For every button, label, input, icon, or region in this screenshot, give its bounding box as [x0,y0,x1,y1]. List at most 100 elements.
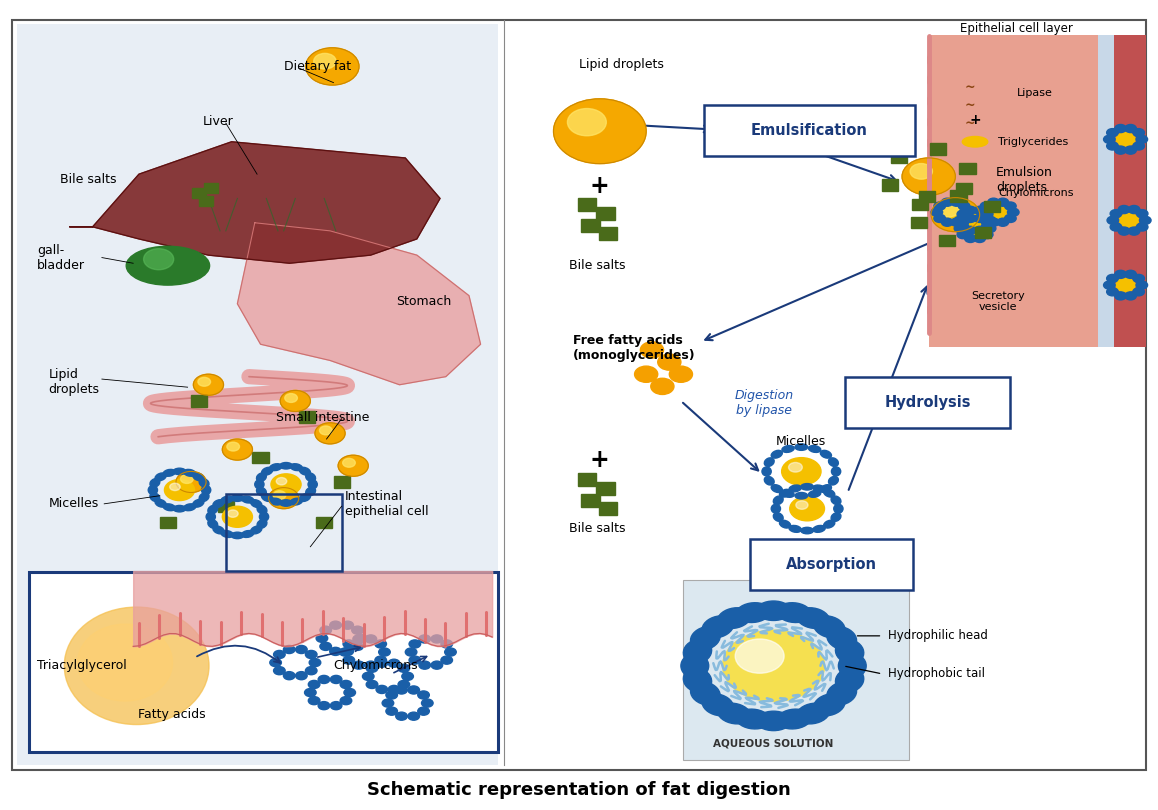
Circle shape [318,684,342,701]
Bar [955,183,972,194]
Circle shape [931,208,943,216]
Circle shape [1005,215,1017,223]
Circle shape [910,164,932,179]
Ellipse shape [820,484,831,492]
Circle shape [1107,129,1119,137]
Circle shape [957,231,968,239]
Ellipse shape [149,492,160,501]
Ellipse shape [256,487,266,496]
Bar [596,482,615,495]
Ellipse shape [736,709,770,729]
Ellipse shape [736,603,770,623]
Circle shape [342,621,353,629]
Circle shape [408,712,419,720]
Circle shape [222,439,252,460]
Ellipse shape [681,654,709,678]
Ellipse shape [808,446,821,453]
Ellipse shape [213,526,225,534]
Ellipse shape [270,463,283,471]
Circle shape [382,699,394,707]
Ellipse shape [290,463,302,471]
Ellipse shape [831,513,841,522]
Text: Liver: Liver [203,115,234,128]
Ellipse shape [764,476,775,485]
Circle shape [959,215,970,223]
Circle shape [1133,275,1144,283]
Text: Free fatty acids
(monoglycerides): Free fatty acids (monoglycerides) [573,335,696,362]
Circle shape [285,394,298,403]
Ellipse shape [163,504,176,511]
Circle shape [330,701,342,710]
Ellipse shape [789,526,801,532]
Ellipse shape [779,489,791,497]
Text: Lipase: Lipase [1017,88,1053,98]
Circle shape [193,374,223,395]
Circle shape [362,672,374,680]
Circle shape [396,695,419,711]
Circle shape [222,506,252,527]
Ellipse shape [256,473,266,482]
Circle shape [1133,129,1144,137]
Circle shape [431,635,442,643]
Circle shape [933,202,945,210]
Ellipse shape [155,473,167,481]
Circle shape [789,463,802,472]
Bar [334,476,350,488]
Ellipse shape [250,500,262,508]
Circle shape [997,218,1009,226]
Circle shape [376,685,388,693]
Text: AQUEOUS SOLUTION: AQUEOUS SOLUTION [713,739,834,748]
Ellipse shape [257,519,267,528]
Ellipse shape [221,496,234,503]
Circle shape [957,210,968,218]
Circle shape [320,626,331,634]
Circle shape [933,215,945,223]
Circle shape [1124,292,1136,300]
Text: Secretory
vesicle: Secretory vesicle [972,291,1025,312]
Ellipse shape [683,668,712,692]
Ellipse shape [831,467,841,476]
FancyBboxPatch shape [704,105,915,156]
Bar [975,227,991,238]
Circle shape [338,455,368,476]
Circle shape [340,697,352,705]
Bar [316,517,332,528]
Circle shape [977,208,989,216]
Circle shape [396,686,408,694]
Circle shape [441,656,453,664]
Bar [984,201,1001,212]
Bar [299,411,315,423]
Bar [192,188,206,198]
Circle shape [1128,206,1139,214]
Text: Emulsion
droplets: Emulsion droplets [996,166,1053,194]
Circle shape [388,685,400,693]
Ellipse shape [280,500,292,506]
FancyBboxPatch shape [29,572,498,752]
Circle shape [982,218,994,226]
Bar [910,217,926,228]
Polygon shape [237,223,481,385]
Circle shape [941,198,953,207]
Circle shape [796,501,808,509]
Circle shape [375,640,387,648]
Circle shape [938,202,959,217]
Text: Schematic representation of fat digestion: Schematic representation of fat digestio… [367,781,791,799]
Circle shape [723,630,824,701]
Circle shape [954,216,966,224]
Ellipse shape [257,505,267,514]
Circle shape [314,53,336,69]
Ellipse shape [221,531,234,538]
Circle shape [1107,288,1119,296]
Circle shape [366,680,378,688]
Ellipse shape [230,532,243,539]
Ellipse shape [835,668,864,692]
Ellipse shape [241,496,254,503]
Ellipse shape [299,493,310,501]
Ellipse shape [126,246,210,285]
Circle shape [1139,216,1151,224]
Circle shape [982,231,994,239]
Ellipse shape [241,531,254,538]
Text: Chylomicrons: Chylomicrons [998,188,1073,198]
Circle shape [554,99,646,164]
Text: Epithelial cell layer: Epithelial cell layer [960,22,1073,35]
